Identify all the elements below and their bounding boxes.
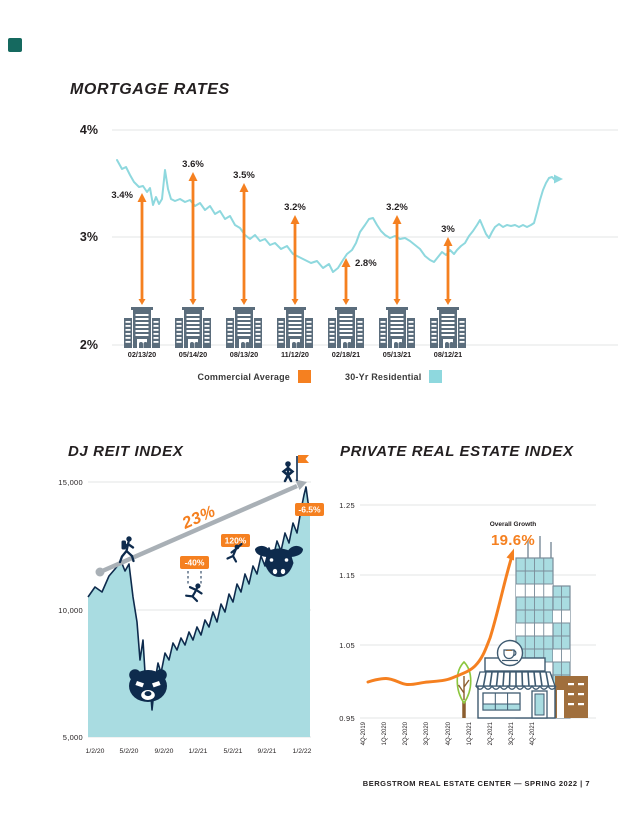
rate-label: 3% <box>441 224 455 235</box>
x-tick: 1/2/22 <box>293 748 312 755</box>
date-label: 02/13/20 <box>128 350 156 359</box>
mortgage-y-axis: 4% 3% 2% <box>80 123 98 352</box>
x-tick: 9/2/21 <box>258 748 277 755</box>
x-tick: 1Q-2021 <box>467 721 473 745</box>
dj-reit-chart: 15,000 10,000 5,000 23% -40% <box>58 455 324 755</box>
x-tick: 1Q-2020 <box>382 721 388 745</box>
y-tick: 0.95 <box>339 714 355 723</box>
legend-item-residential: 30-Yr Residential <box>345 370 443 383</box>
rate-label: 3.4% <box>111 190 133 201</box>
pre-x-axis: 4Q-2019 1Q-2020 2Q-2020 3Q-2020 4Q-2020 … <box>361 721 536 745</box>
page-footer: BERGSTROM REAL ESTATE CENTER — SPRING 20… <box>362 779 590 788</box>
pre-y-axis: 1.25 1.15 1.05 0.95 <box>339 501 355 723</box>
rate-label: 2.8% <box>355 258 377 269</box>
summit-group <box>281 455 309 483</box>
building-icon <box>277 307 313 348</box>
hiker-icon <box>118 536 135 564</box>
mortgage-rates-title: MORTGAGE RATES <box>70 81 230 98</box>
cafe-illustration <box>475 639 557 719</box>
y-tick: 3% <box>80 230 98 244</box>
x-tick: 3Q-2021 <box>509 721 515 745</box>
legend-swatch-orange <box>298 370 312 383</box>
y-tick: 5,000 <box>63 733 83 742</box>
commercial-marker: 3.2% 11/12/20 <box>277 202 313 359</box>
y-tick: 1.05 <box>339 641 355 650</box>
growth-value: 19.6% <box>491 532 535 549</box>
commercial-marker-group: 3.4% 02/13/20 3.6% 05/14/20 3.5% 08/13/2… <box>111 159 466 359</box>
y-tick: 4% <box>80 123 98 137</box>
rate-label: 3.2% <box>284 202 306 213</box>
brown-building-illustration <box>555 676 588 718</box>
date-label: 08/12/21 <box>434 350 462 359</box>
building-icon <box>175 307 211 348</box>
date-label: 11/12/20 <box>281 350 309 359</box>
date-label: 05/14/20 <box>179 350 207 359</box>
growth-label: Overall Growth <box>490 521 537 528</box>
dj-y-axis: 15,000 10,000 5,000 <box>58 478 83 742</box>
x-tick: 1/2/20 <box>86 748 105 755</box>
dip-percent-label: -6.5% <box>298 505 321 515</box>
flag-icon <box>296 455 309 481</box>
climber-icon <box>226 542 243 563</box>
x-tick: 3Q-2020 <box>424 721 430 745</box>
line-end-arrowhead <box>554 174 563 184</box>
legend-label: 30-Yr Residential <box>345 371 422 382</box>
building-icon <box>124 307 160 348</box>
mortgage-rates-chart: 4% 3% 2% 3.4% 02/13/20 3.6% <box>80 123 618 359</box>
summit-person-icon <box>281 461 295 483</box>
y-tick: 2% <box>80 338 98 352</box>
y-tick: 10,000 <box>58 606 83 615</box>
building-icon <box>328 307 364 348</box>
x-tick: 4Q-2019 <box>361 721 367 745</box>
x-tick: 5/2/20 <box>120 748 139 755</box>
building-icon <box>226 307 262 348</box>
building-icon <box>430 307 466 348</box>
rate-label: 3.6% <box>182 159 204 170</box>
x-tick: 1/2/21 <box>189 748 208 755</box>
commercial-marker: 2.8% 02/18/21 <box>328 258 377 359</box>
rate-label: 3.2% <box>386 202 408 213</box>
mortgage-legend: Commercial Average 30-Yr Residential <box>60 370 580 383</box>
legend-swatch-teal <box>429 370 443 383</box>
falling-person-icon <box>185 583 203 603</box>
drop-percent-label: -40% <box>185 558 205 568</box>
commercial-marker: 3.6% 05/14/20 <box>175 159 211 359</box>
commercial-marker: 3.4% 02/13/20 <box>111 190 160 359</box>
private-index-line <box>366 548 514 687</box>
y-tick: 1.15 <box>339 571 355 580</box>
private-index-title: PRIVATE REAL ESTATE INDEX <box>340 443 574 460</box>
x-tick: 4Q-2021 <box>530 721 536 745</box>
date-label: 05/13/21 <box>383 350 411 359</box>
overall-growth-annotation: Overall Growth 19.6% <box>490 521 537 549</box>
y-tick: 15,000 <box>58 478 83 487</box>
legend-item-commercial: Commercial Average <box>197 370 312 383</box>
legend-label: Commercial Average <box>197 371 291 382</box>
date-label: 02/18/21 <box>332 350 360 359</box>
x-tick: 2Q-2020 <box>403 721 409 745</box>
dj-x-axis: 1/2/20 5/2/20 9/2/20 1/2/21 5/2/21 9/2/2… <box>86 748 312 755</box>
commercial-marker: 3.2% 05/13/21 <box>379 202 415 359</box>
bear-icon <box>129 669 167 702</box>
dj-reit-title: DJ REIT INDEX <box>68 443 184 460</box>
corner-mark <box>8 38 22 52</box>
y-tick: 1.25 <box>339 501 355 510</box>
x-tick: 4Q-2020 <box>446 721 452 745</box>
recovery-percent-label: 120% <box>225 536 247 546</box>
building-icon <box>379 307 415 348</box>
commercial-marker: 3.5% 08/13/20 <box>226 170 262 359</box>
x-tick: 5/2/21 <box>224 748 243 755</box>
date-label: 08/13/20 <box>230 350 258 359</box>
growth-arrowhead <box>506 548 514 561</box>
rate-label: 3.5% <box>233 170 255 181</box>
commercial-marker: 3% 08/12/21 <box>430 224 466 359</box>
drop-annotation: -40% <box>180 556 209 603</box>
bull-icon <box>255 545 303 577</box>
x-tick: 9/2/20 <box>155 748 174 755</box>
dip-annotation: -6.5% <box>295 503 324 516</box>
private-real-estate-chart: 1.25 1.15 1.05 0.95 4Q-2019 1Q-2020 2Q-2… <box>339 501 596 745</box>
x-tick: 2Q-2021 <box>488 721 494 745</box>
residential-rate-line <box>116 159 563 273</box>
recovery-annotation: 120% <box>221 534 250 563</box>
